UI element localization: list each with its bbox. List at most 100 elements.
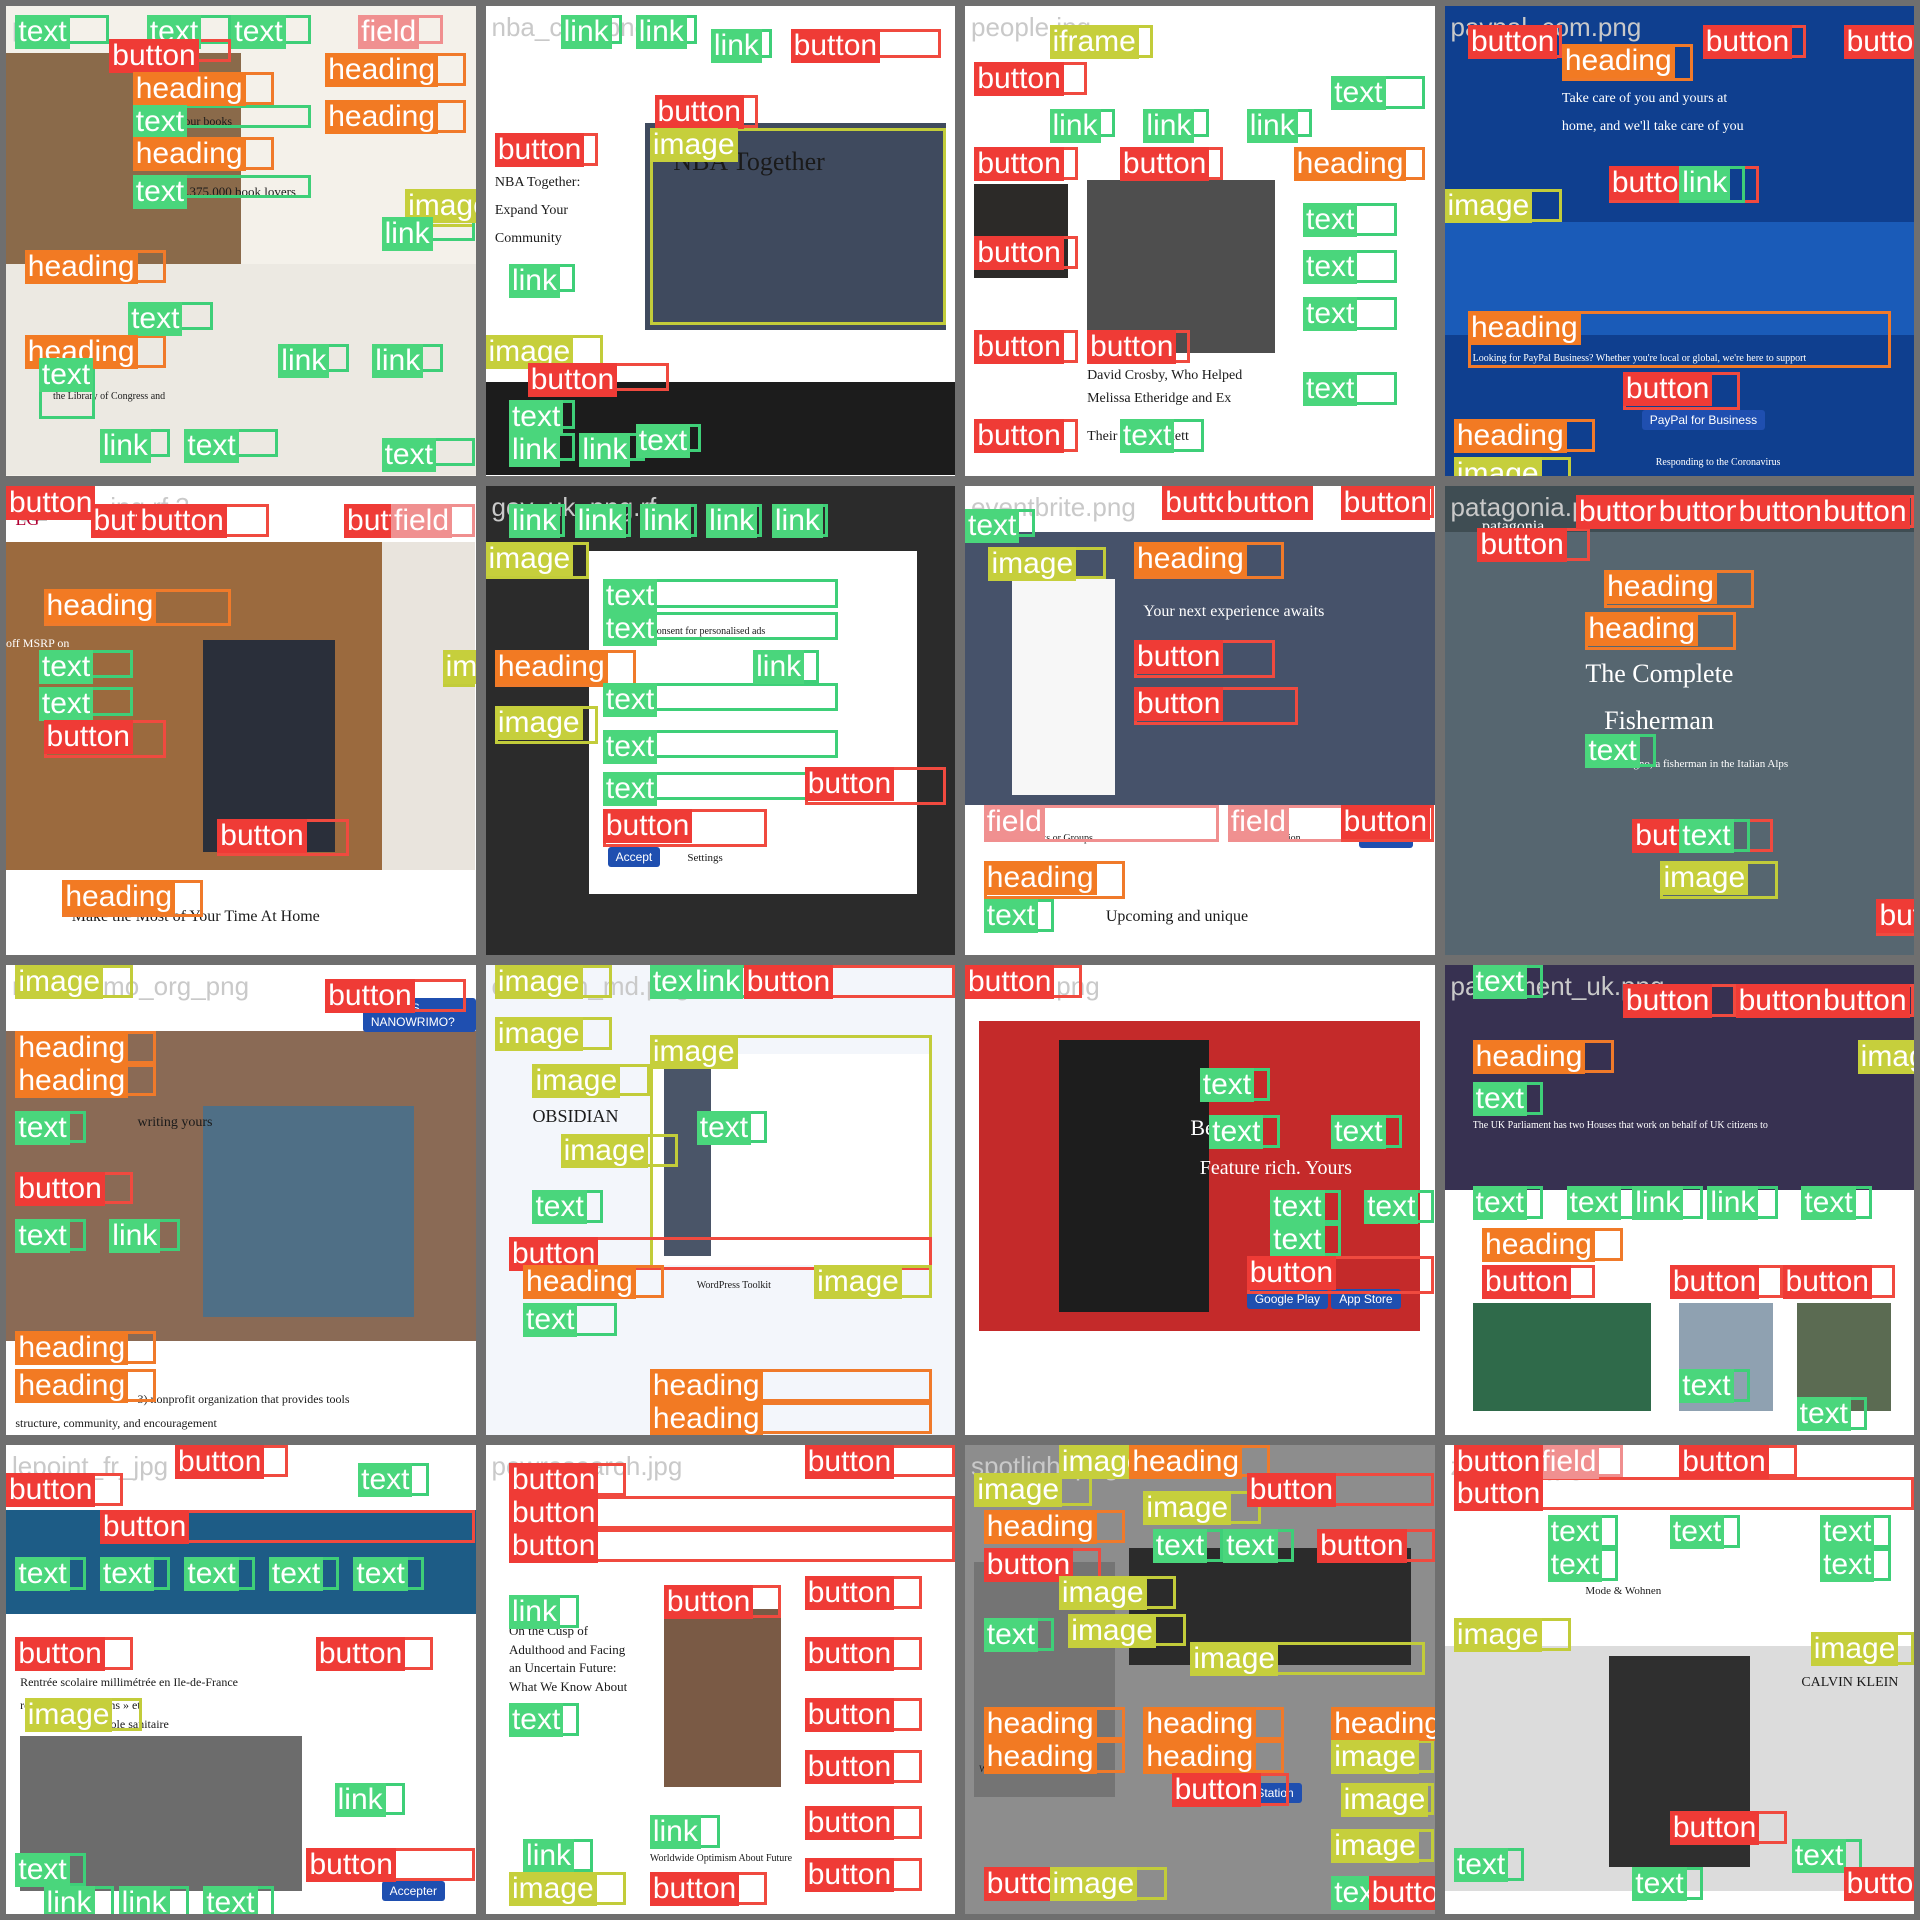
page-text: David Crosby, Who Helped <box>1087 367 1243 383</box>
button-annotation-label: button <box>1669 1265 1760 1300</box>
heading-annotation-label: heading <box>1143 1740 1257 1775</box>
heading-annotation-label: heading <box>132 137 246 172</box>
image-annotation-label: image <box>1331 1829 1419 1864</box>
text-annotation-label: text <box>184 428 239 463</box>
screenshot-tile: lepoint_fr_jpg Rentrée scolaire millimétr… <box>6 1444 476 1914</box>
text-annotation-label: text <box>15 15 70 50</box>
heading-annotation-label: heading <box>1129 1444 1243 1479</box>
link-annotation-label: link <box>706 504 758 539</box>
image-annotation-label: image <box>1453 456 1542 476</box>
page-text: the Library of Congress and <box>52 390 166 402</box>
link-annotation-label: link <box>334 1782 386 1817</box>
heading-annotation-label: heading <box>983 1740 1097 1775</box>
page-text: What We Know About <box>508 1679 628 1695</box>
link-annotation-label: link <box>640 504 692 539</box>
text-annotation-label: text <box>1547 1547 1603 1582</box>
text-annotation-label: text <box>1820 1547 1875 1582</box>
button-annotation-label: button <box>494 132 585 167</box>
heading-annotation-label: heading <box>62 879 176 914</box>
button-annotation-label: button <box>217 818 307 853</box>
page-button[interactable]: App Store <box>1331 1288 1401 1309</box>
page-button[interactable]: PayPal for Business <box>1641 409 1766 430</box>
text-annotation-label: text <box>1585 734 1640 769</box>
link-annotation-label: link <box>692 965 744 999</box>
text-annotation-label: text <box>1566 1185 1621 1220</box>
text-annotation-label: text <box>38 687 94 722</box>
image-annotation-label: image <box>988 546 1077 581</box>
button-annotation-label: button <box>1087 329 1177 364</box>
heading-annotation-label: heading <box>1331 1707 1435 1742</box>
screenshot-tile: eventbrite.png Your next experience await… <box>965 485 1435 955</box>
page-text: off MSRP on <box>6 635 70 650</box>
field-annotation-label: field <box>390 504 453 539</box>
text-annotation-label: text <box>1796 1396 1851 1431</box>
image-annotation-label: image <box>1340 1782 1429 1817</box>
text-annotation-label: text <box>132 104 188 139</box>
button-annotation-label: button <box>804 1444 895 1479</box>
button-annotation-label: button <box>804 1857 895 1892</box>
text-annotation-label: text <box>1209 1115 1264 1150</box>
text-annotation-label: text <box>1303 203 1358 238</box>
text-annotation-label: text <box>1303 372 1358 407</box>
field-annotation-label: field <box>358 15 420 50</box>
text-annotation-label: text <box>1223 1529 1278 1563</box>
page-button[interactable]: Accepter <box>381 1881 445 1902</box>
text-annotation-label: text <box>965 508 1020 543</box>
heading-annotation-label: heading <box>649 1368 763 1403</box>
link-annotation-label: link <box>753 649 805 684</box>
button-annotation-label: button <box>1171 1773 1261 1808</box>
button-annotation-label: button <box>1482 1265 1572 1300</box>
button-annotation-label: button <box>1622 372 1713 407</box>
link-annotation-label: link <box>1049 109 1101 144</box>
screenshot-tile: people.jpg David Crosby, Who Helped Meliss… <box>965 6 1435 476</box>
button-annotation-label: button <box>508 1463 599 1498</box>
link-annotation-label: link <box>1707 1185 1759 1220</box>
button-annotation-label: button <box>743 965 834 999</box>
image-annotation-label: image <box>1058 1575 1147 1610</box>
page-button[interactable]: Accept <box>607 847 661 867</box>
page-text: an Uncertain Future: <box>508 1660 617 1676</box>
image-annotation-label: image <box>1049 1867 1138 1902</box>
text-annotation-label: text <box>602 579 658 614</box>
heading-annotation-label: heading <box>1143 1707 1257 1742</box>
text-annotation-label: text <box>1669 1514 1725 1549</box>
button-annotation-label: button <box>1134 687 1224 722</box>
image-annotation-label: image <box>442 649 476 684</box>
page-image-region <box>1472 1303 1652 1412</box>
page-text: NBA Together: <box>494 175 581 191</box>
text-annotation-label: text <box>602 771 658 806</box>
heading-annotation-label: heading <box>494 649 608 684</box>
button-annotation-label: button <box>6 1472 96 1507</box>
page-button[interactable]: Google Play <box>1246 1288 1329 1309</box>
field-annotation-label: field <box>1227 804 1289 839</box>
button-annotation-label: button <box>974 236 1064 271</box>
text-annotation-label: text <box>268 1557 324 1592</box>
page-text: Responding to the Coronavirus <box>1655 456 1781 468</box>
text-annotation-label: text <box>1801 1185 1856 1220</box>
button-annotation-label: button <box>804 1575 895 1610</box>
page-image-region <box>203 1105 415 1318</box>
iframe-annotation-label: iframe <box>1049 24 1139 59</box>
text-annotation-label: text <box>15 1110 70 1145</box>
page-text: Upcoming and unique <box>1105 908 1249 926</box>
button-annotation-label: button <box>983 1547 1074 1582</box>
page-text: Your next experience awaits <box>1143 602 1325 620</box>
link-annotation-label: link <box>574 504 626 539</box>
page-image-region <box>1087 179 1275 354</box>
button-annotation-label: button <box>1820 983 1910 1018</box>
link-annotation-label: link <box>278 344 330 379</box>
button-annotation-label: button <box>1368 1876 1435 1911</box>
text-annotation-label: text <box>1364 1190 1419 1225</box>
link-annotation-label: link <box>1679 165 1731 200</box>
text-annotation-label: text <box>983 898 1039 933</box>
image-annotation-label: image <box>494 965 583 999</box>
button-annotation-label: button <box>137 504 227 539</box>
screenshot-tile: patagonia.pngpatagoniaThe CompleteFisher… <box>1444 485 1914 955</box>
page-image-region <box>663 1608 782 1788</box>
text-annotation-label: text <box>696 1110 752 1145</box>
image-annotation-label: image <box>1190 1641 1279 1676</box>
text-annotation-label: text <box>15 1218 70 1253</box>
button-annotation-label: button <box>1735 494 1825 529</box>
